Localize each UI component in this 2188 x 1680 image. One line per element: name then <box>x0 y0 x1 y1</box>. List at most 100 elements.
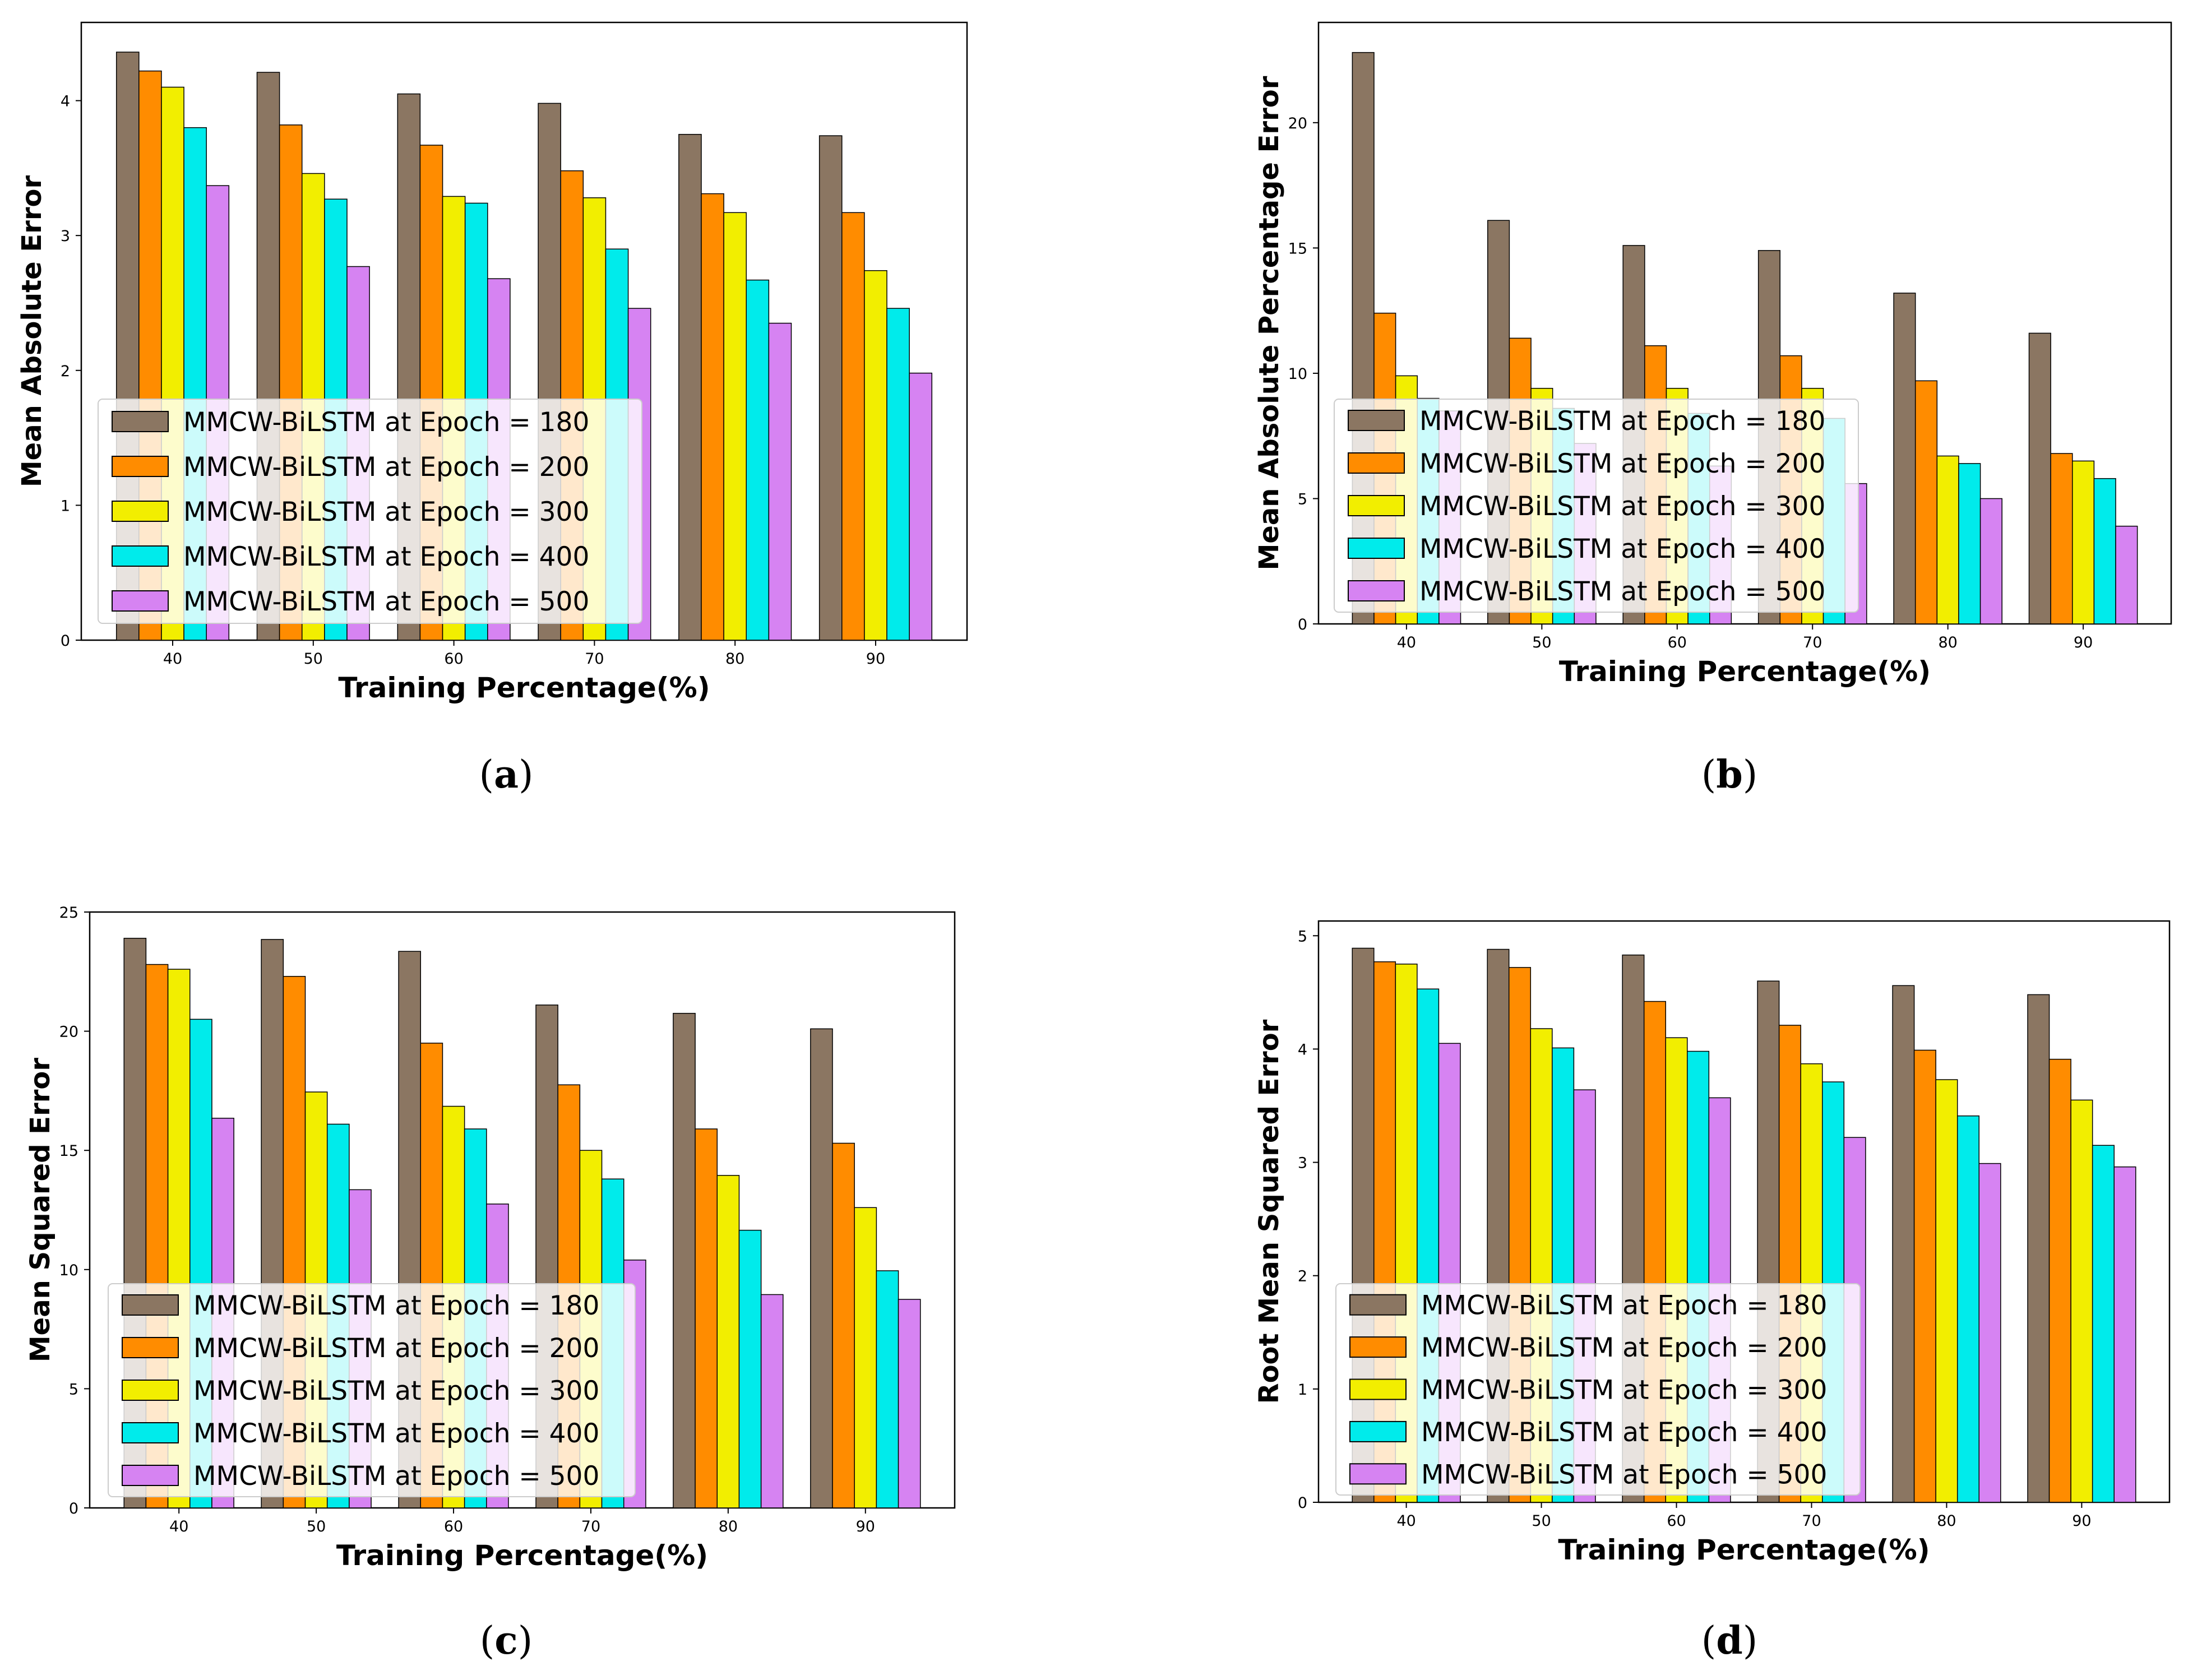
x-tick-label-90: 90 <box>866 650 885 668</box>
legend-label-1: MMCW-BiLSTM at Epoch = 200 <box>183 452 589 483</box>
bar-80-series-2 <box>1936 455 1959 624</box>
bar-90-series-3 <box>2092 1145 2115 1503</box>
bar-90-series-0 <box>818 135 843 641</box>
legend-swatch-1 <box>112 456 169 477</box>
bar-90-series-0 <box>2028 332 2051 624</box>
bar-90-series-4 <box>898 1299 921 1508</box>
x-tick-label-90: 90 <box>2074 634 2093 651</box>
legend-label-4: MMCW-BiLSTM at Epoch = 500 <box>183 586 589 617</box>
legend-swatch-2 <box>122 1380 179 1401</box>
legend-swatch-0 <box>1348 410 1405 431</box>
legend-label-2: MMCW-BiLSTM at Epoch = 300 <box>193 1376 599 1406</box>
bar-80-series-1 <box>695 1128 718 1508</box>
bar-90-series-3 <box>886 308 910 641</box>
bar-80-series-1 <box>1914 380 1938 624</box>
bar-90-series-3 <box>876 1270 899 1508</box>
bar-90-series-1 <box>2050 453 2073 624</box>
legend-label-1: MMCW-BiLSTM at Epoch = 200 <box>1421 1332 1827 1363</box>
x-tick-label-70: 70 <box>581 1518 600 1535</box>
panel-d: 40 50 60 70 80 90 0 1 2 3 4 5 Training Percentage(%)… <box>1253 920 2171 1566</box>
x-tick-label-50: 50 <box>307 1518 326 1535</box>
bar-80-series-0 <box>678 133 702 641</box>
y-tick-label-0: 0 <box>61 632 70 650</box>
x-tick-label-60: 60 <box>444 1518 463 1535</box>
y-axis-label: Mean Absolute Error <box>16 175 48 488</box>
x-tick-label-80: 80 <box>1938 634 1957 651</box>
y-tick-label-2: 2 <box>1298 1268 1307 1285</box>
legend-swatch-1 <box>1349 1336 1407 1358</box>
bar-80-series-3 <box>738 1229 762 1508</box>
legend-swatch-2 <box>112 501 169 522</box>
legend-swatch-0 <box>122 1294 179 1316</box>
y-tick-label-0: 0 <box>69 1500 78 1517</box>
caption-c: (c) <box>480 1618 533 1663</box>
x-tick-label-80: 80 <box>725 650 744 668</box>
legend-label-4: MMCW-BiLSTM at Epoch = 500 <box>1419 576 1825 607</box>
x-axis-label: Training Percentage(%) <box>1558 1534 1930 1566</box>
legend-label-0: MMCW-BiLSTM at Epoch = 180 <box>1421 1290 1827 1321</box>
y-tick-label-15: 15 <box>59 1142 78 1160</box>
x-tick-label-40: 40 <box>169 1518 188 1535</box>
bar-80-series-4 <box>1979 498 2002 624</box>
bar-80-series-0 <box>1892 985 1915 1503</box>
bar-80-series-2 <box>1935 1079 1958 1503</box>
y-tick-label-20: 20 <box>1288 115 1307 132</box>
legend-swatch-3 <box>1349 1420 1407 1442</box>
bar-90-series-4 <box>2113 1166 2136 1503</box>
legend-swatch-2 <box>1349 1378 1407 1400</box>
bar-90-series-4 <box>2115 525 2138 624</box>
x-tick-label-70: 70 <box>1802 1512 1821 1530</box>
bar-80-series-4 <box>1978 1163 2001 1503</box>
legend-label-3: MMCW-BiLSTM at Epoch = 400 <box>193 1418 599 1449</box>
y-tick-label-25: 25 <box>59 904 78 922</box>
y-axis-label: Root Mean Squared Error <box>1253 1019 1285 1404</box>
x-tick-label-90: 90 <box>856 1518 875 1535</box>
bar-80-series-2 <box>723 212 747 641</box>
legend-label-2: MMCW-BiLSTM at Epoch = 300 <box>1421 1375 1827 1406</box>
x-axis-label: Training Percentage(%) <box>338 672 710 704</box>
bar-80-series-0 <box>673 1012 696 1508</box>
legend-swatch-4 <box>112 590 169 612</box>
x-tick-label-60: 60 <box>1668 634 1687 651</box>
y-tick-label-1: 1 <box>1298 1381 1307 1399</box>
x-tick-label-70: 70 <box>585 650 604 668</box>
y-tick-label-20: 20 <box>59 1024 78 1041</box>
caption-b: (b) <box>1701 752 1758 797</box>
bar-90-series-0 <box>810 1028 833 1508</box>
bar-90-series-0 <box>2027 994 2050 1503</box>
y-tick-label-3: 3 <box>61 228 70 245</box>
legend-swatch-3 <box>122 1422 179 1443</box>
x-tick-label-80: 80 <box>719 1518 738 1535</box>
bar-90-series-3 <box>2093 478 2116 624</box>
panel-c: 40 50 60 70 80 90 0 5 10 15 20 25 Training Percentag… <box>25 904 956 1572</box>
bar-80-series-3 <box>1956 1115 1980 1503</box>
bar-80-series-4 <box>768 322 792 641</box>
legend-box <box>1335 1283 1861 1496</box>
caption-d: (d) <box>1701 1618 1758 1663</box>
x-tick-label-60: 60 <box>1667 1512 1686 1530</box>
bar-90-series-4 <box>909 372 933 641</box>
x-tick-label-50: 50 <box>1532 1512 1551 1530</box>
y-tick-label-1: 1 <box>61 497 70 515</box>
legend-label-4: MMCW-BiLSTM at Epoch = 500 <box>193 1461 599 1492</box>
x-tick-label-60: 60 <box>444 650 463 668</box>
legend-swatch-4 <box>1348 580 1405 601</box>
legend-label-3: MMCW-BiLSTM at Epoch = 400 <box>1419 534 1825 564</box>
bar-90-series-1 <box>832 1142 855 1508</box>
y-axis-label: Mean Absolute Percentage Error <box>1253 76 1285 570</box>
legend-swatch-0 <box>1349 1294 1407 1316</box>
legend-label-4: MMCW-BiLSTM at Epoch = 500 <box>1421 1459 1827 1490</box>
y-tick-label-5: 5 <box>1298 490 1307 508</box>
legend-swatch-3 <box>1348 538 1405 559</box>
y-tick-label-10: 10 <box>1288 365 1307 383</box>
legend-swatch-4 <box>1349 1463 1407 1485</box>
x-axis-label: Training Percentage(%) <box>1559 655 1931 688</box>
bar-80-series-2 <box>716 1175 740 1508</box>
bar-80-series-3 <box>1958 463 1981 624</box>
x-tick-label-50: 50 <box>304 650 323 668</box>
y-tick-label-0: 0 <box>1298 616 1307 633</box>
legend-label-3: MMCW-BiLSTM at Epoch = 400 <box>183 542 589 572</box>
bar-80-series-0 <box>1893 293 1916 624</box>
x-tick-label-70: 70 <box>1803 634 1822 651</box>
